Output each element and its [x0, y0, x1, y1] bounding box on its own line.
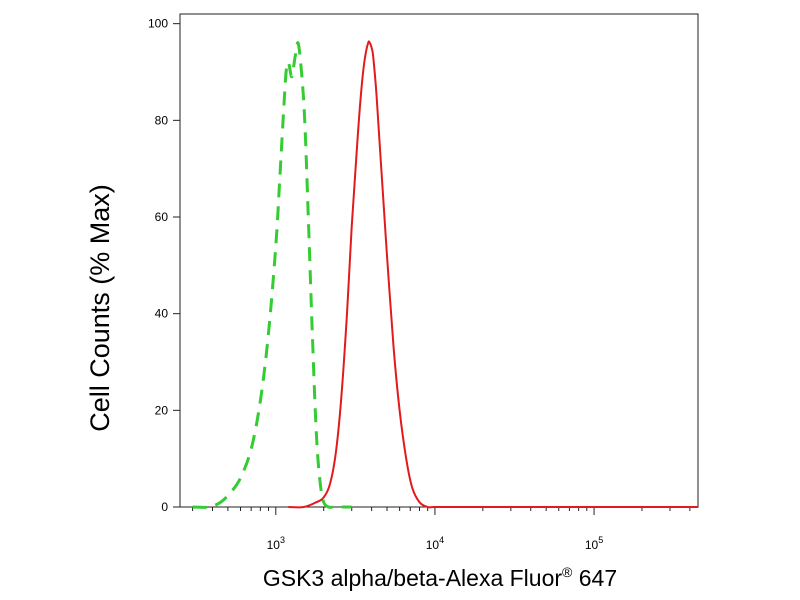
x-axis: 103 104 105	[192, 507, 691, 552]
x-tick-label: 104	[426, 535, 444, 552]
x-axis-label: GSK3 alpha/beta-Alexa Fluor® 647	[263, 564, 617, 591]
histogram-series-control-dashed	[192, 41, 352, 509]
x-tick-label: 105	[585, 535, 603, 552]
y-tick-label: 0	[161, 500, 168, 514]
x-axis-label-main: GSK3 alpha/beta-Alexa Fluor	[263, 565, 563, 591]
y-tick-label: 100	[148, 17, 168, 31]
plot-border	[179, 13, 699, 508]
x-axis-label-suffix: 647	[572, 565, 617, 591]
histogram-series-sample-solid	[288, 40, 699, 509]
y-axis-label: Cell Counts (% Max)	[85, 184, 115, 432]
series-layer	[192, 40, 699, 509]
y-tick-label: 20	[155, 403, 169, 417]
x-tick-label: 103	[267, 535, 285, 552]
y-tick-label: 80	[155, 113, 169, 127]
x-axis-label-registered-mark: ®	[562, 564, 573, 580]
y-tick-label: 40	[155, 307, 169, 321]
y-tick-label: 60	[155, 210, 169, 224]
y-axis: 0 20 40 60 80 100	[148, 17, 180, 514]
plot-frame	[179, 13, 699, 508]
